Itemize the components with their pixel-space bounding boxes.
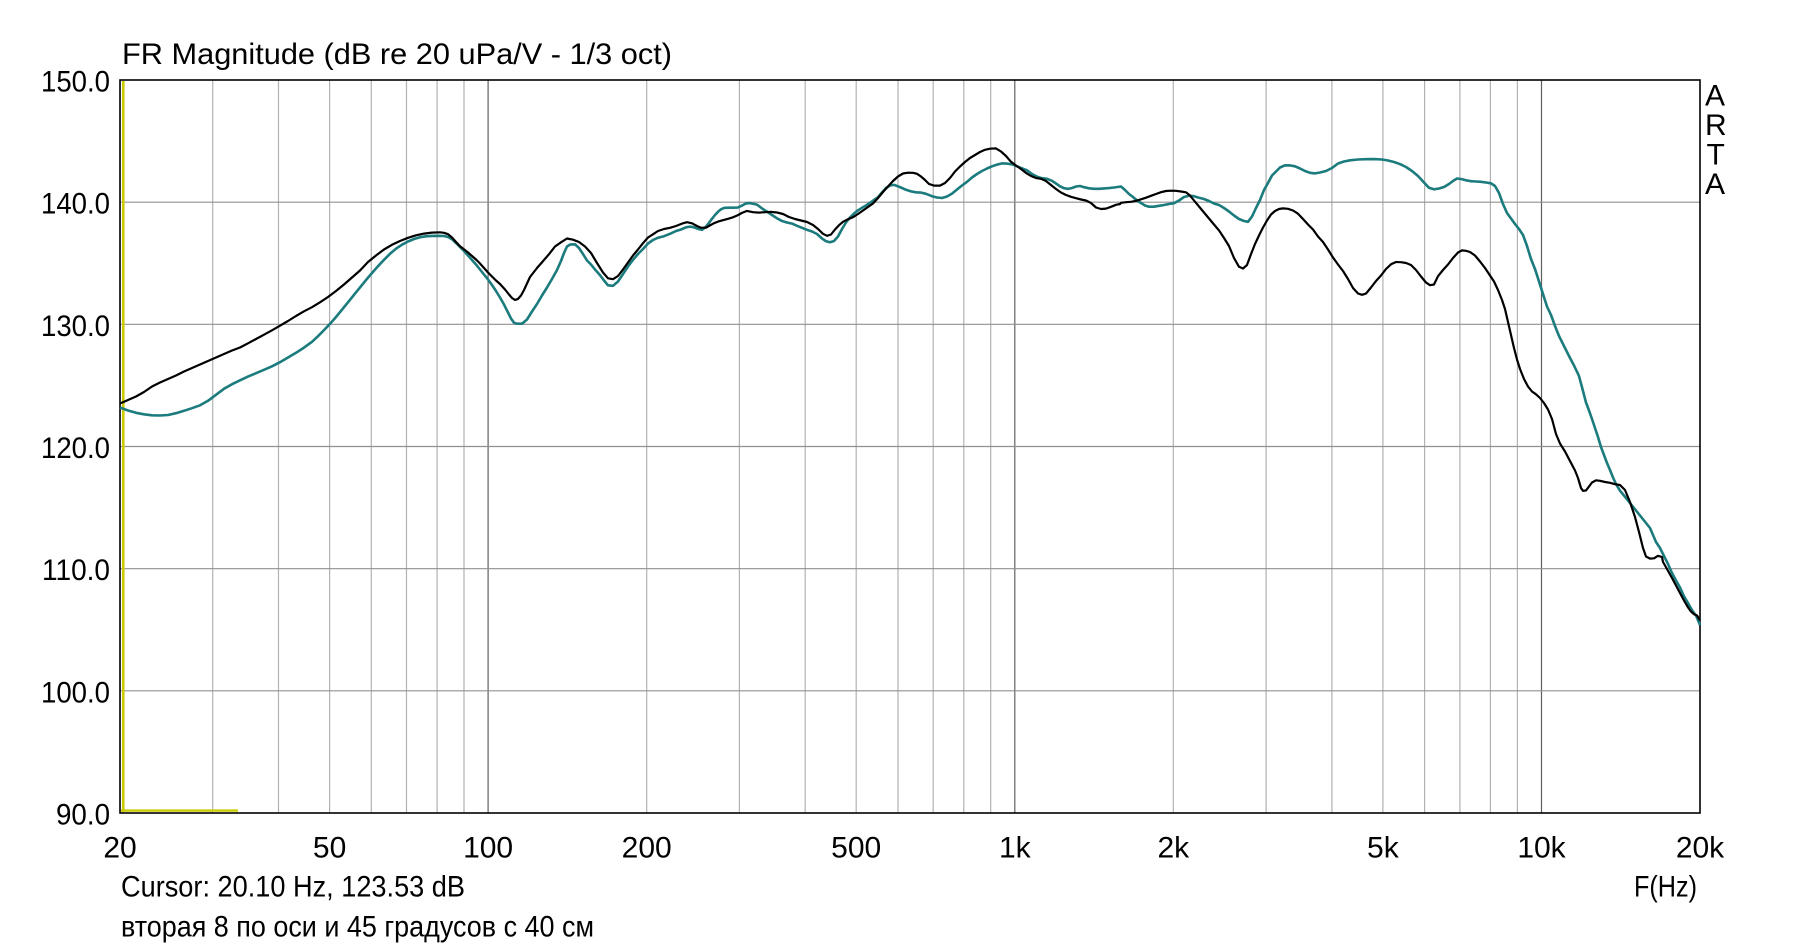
- svg-text:A: A: [1705, 80, 1725, 113]
- svg-text:110.0: 110.0: [42, 554, 110, 587]
- svg-text:130.0: 130.0: [41, 310, 110, 343]
- svg-text:100: 100: [463, 832, 513, 865]
- svg-text:20k: 20k: [1676, 832, 1725, 865]
- svg-text:500: 500: [831, 832, 881, 865]
- svg-text:R: R: [1705, 109, 1727, 142]
- svg-text:140.0: 140.0: [41, 188, 110, 221]
- svg-text:T: T: [1707, 139, 1725, 172]
- svg-text:200: 200: [622, 832, 672, 865]
- svg-text:F(Hz): F(Hz): [1634, 870, 1697, 903]
- svg-text:120.0: 120.0: [41, 432, 110, 465]
- svg-text:1k: 1k: [999, 832, 1032, 865]
- svg-text:5k: 5k: [1367, 832, 1400, 865]
- svg-text:100.0: 100.0: [41, 676, 110, 709]
- svg-text:A: A: [1705, 168, 1725, 201]
- svg-text:20: 20: [103, 832, 136, 865]
- svg-text:90.0: 90.0: [56, 799, 110, 832]
- svg-text:вторая 8 по оси и 45 градусов: вторая 8 по оси и 45 градусов с 40 см: [121, 911, 594, 944]
- svg-text:50: 50: [313, 832, 346, 865]
- svg-text:Cursor: 20.10 Hz, 123.53 dB: Cursor: 20.10 Hz, 123.53 dB: [121, 871, 465, 904]
- svg-text:150.0: 150.0: [41, 66, 110, 99]
- svg-text:FR Magnitude (dB re 20 uPa/V -: FR Magnitude (dB re 20 uPa/V - 1/3 oct): [122, 38, 672, 71]
- svg-text:10k: 10k: [1517, 832, 1566, 865]
- svg-text:2k: 2k: [1157, 832, 1190, 865]
